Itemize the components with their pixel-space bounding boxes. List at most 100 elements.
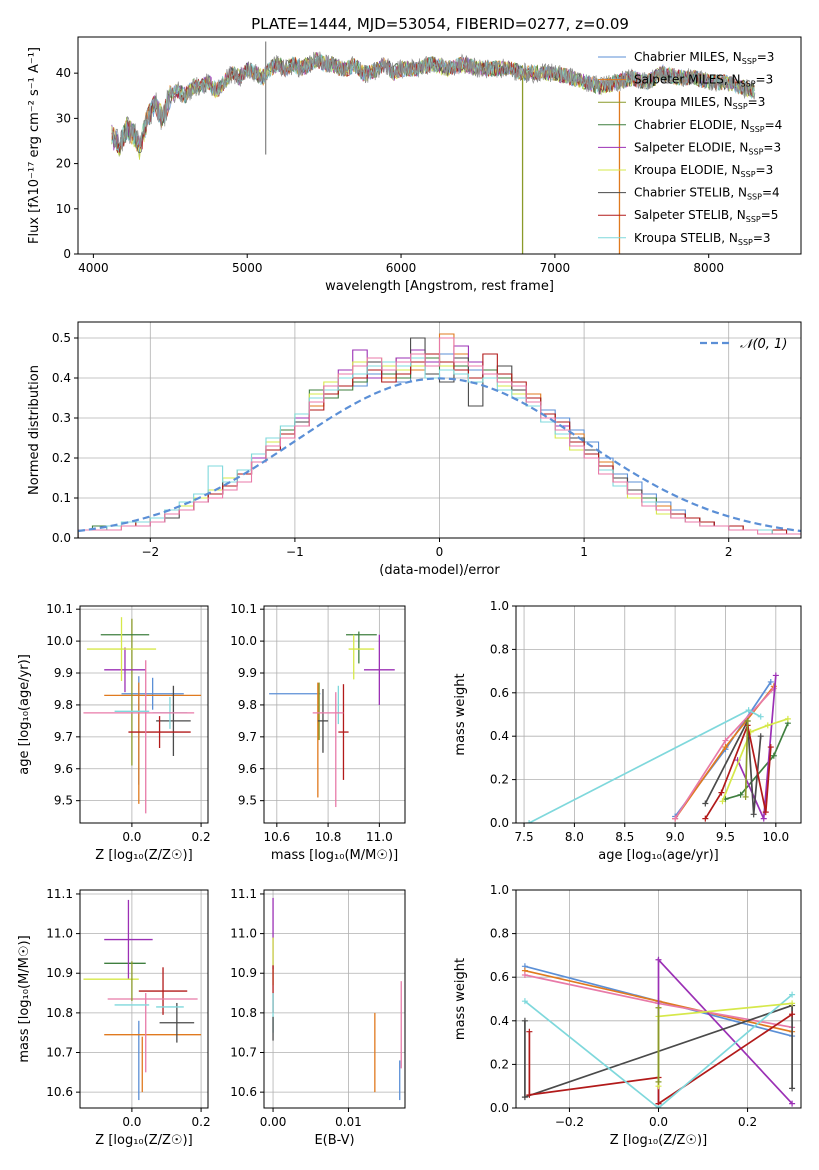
legend-label: Chabrier MILES, NSSP=3	[634, 50, 774, 66]
x-tick-label: 0.01	[335, 1115, 362, 1129]
y-tick-label: 9.8	[238, 698, 257, 712]
y-tick-label: 0.2	[490, 1057, 509, 1071]
weight-marker	[760, 815, 767, 822]
x-tick-label: 0.2	[192, 1115, 211, 1129]
y-axis-label: mass weight	[453, 958, 468, 1040]
weight-marker	[757, 713, 764, 720]
plot-frame	[79, 605, 209, 824]
observed-spectrum-line	[111, 51, 756, 152]
y-tick-label: 9.5	[54, 794, 73, 808]
legend-label: Chabrier ELODIE, NSSP=4	[634, 118, 782, 134]
x-tick-label: 5000	[232, 261, 263, 275]
y-tick-label: 0.1	[52, 491, 71, 505]
y-tick-label: 10.7	[46, 1046, 73, 1060]
legend-label: 𝒩(0, 1)	[740, 337, 787, 352]
weight-marker	[770, 752, 777, 759]
weight-marker	[521, 1094, 528, 1101]
legend-label: Salpeter STELIB, NSSP=5	[634, 208, 778, 224]
weight-marker	[521, 1017, 528, 1024]
x-tick-label: 0.0	[122, 1115, 141, 1129]
plot-frame	[515, 605, 802, 824]
y-tick-label: 10	[56, 202, 71, 216]
x-tick-label: 0.0	[649, 1115, 668, 1129]
x-axis-label: wavelength [Angstrom, rest frame]	[325, 279, 554, 294]
weight-marker	[789, 1100, 796, 1107]
y-axis-label: Flux [fλ10⁻¹⁷ erg cm⁻² s⁻¹ A⁻¹]	[27, 47, 42, 244]
x-axis-label: Z [log₁₀(Z/Z☉)]	[95, 848, 192, 863]
x-axis-label: E(B-V)	[314, 1133, 354, 1148]
y-tick-label: 20	[56, 157, 71, 171]
weight-marker	[767, 678, 774, 685]
weight-line	[721, 717, 789, 802]
x-tick-label: 10.8	[315, 830, 342, 844]
y-tick-label: 0.0	[490, 1101, 509, 1115]
y-axis-label: age [log₁₀(age/yr)]	[17, 654, 32, 775]
panel-age_vs_mass: 10.6 10.8 11.0 9.5 9.6 9.7 9.8 9.9 10.0 10.1 mass …	[230, 602, 406, 863]
weight-line	[704, 717, 762, 815]
panel-spectrum: Chabrier MILES, NSSP=3 Salpeter MILES, NS…	[27, 36, 802, 294]
weight-marker	[722, 744, 729, 751]
weight-marker	[521, 972, 528, 979]
y-tick-label: 9.7	[238, 730, 257, 744]
y-tick-label: 10.8	[46, 1006, 73, 1020]
y-tick-label: 10.9	[230, 966, 257, 980]
y-tick-label: 11.0	[46, 927, 73, 941]
weight-marker	[655, 1105, 662, 1108]
weight-line	[744, 720, 749, 798]
plot-area	[83, 617, 202, 814]
weight-marker	[655, 956, 662, 963]
panel-age_vs_Z: 0.0 0.2 9.5 9.6 9.7 9.8 9.9 10.0 10.1 Z [log₁₀(Z/…	[17, 602, 211, 863]
y-tick-label: 10.8	[230, 1006, 257, 1020]
x-tick-label: 10.0	[762, 830, 789, 844]
weight-marker	[772, 672, 779, 679]
y-tick-label: 9.9	[54, 666, 73, 680]
weight-marker	[767, 744, 774, 751]
y-tick-label: 10.1	[46, 602, 73, 616]
plot-area	[83, 899, 202, 1101]
plot-frame	[263, 605, 406, 824]
normal-curve	[78, 377, 801, 533]
y-tick-label: 10.0	[46, 634, 73, 648]
legend-label: Kroupa STELIB, NSSP=3	[634, 231, 771, 247]
weight-marker	[757, 733, 764, 740]
weight-marker	[789, 1000, 796, 1007]
weight-marker	[789, 1011, 796, 1018]
y-tick-label: 11.1	[230, 887, 257, 901]
legend-label: Chabrier STELIB, NSSP=4	[634, 186, 780, 202]
x-tick-label: 4000	[78, 261, 109, 275]
weight-line	[524, 993, 793, 1108]
y-tick-label: 9.6	[54, 762, 73, 776]
plot-area	[526, 672, 791, 823]
y-tick-label: 0.4	[52, 371, 71, 385]
plot-area	[272, 897, 402, 1101]
weight-marker	[789, 1085, 796, 1092]
y-tick-label: 0.8	[490, 927, 509, 941]
plot-area	[78, 333, 801, 538]
y-tick-label: 9.6	[238, 762, 257, 776]
weight-marker	[702, 800, 709, 807]
x-axis-label: Z [log₁₀(Z/Z☉)]	[95, 1133, 192, 1148]
weight-marker	[789, 991, 796, 998]
weight-marker	[742, 793, 749, 800]
weight-marker	[750, 811, 757, 818]
plot-area	[521, 956, 796, 1108]
y-tick-label: 0.0	[490, 816, 509, 830]
y-tick-label: 0.2	[490, 773, 509, 787]
y-tick-label: 0.5	[52, 331, 71, 345]
weight-marker	[744, 718, 751, 725]
panel-mass_vs_Z: 0.0 0.2 10.6 10.7 10.8 10.9 11.0 11.1 Z [log₁₀(Z…	[17, 887, 211, 1148]
x-axis-label: mass [log₁₀(M/M☉)]	[271, 848, 398, 863]
plot-area	[111, 41, 756, 254]
weight-marker	[672, 815, 679, 822]
y-axis-label: mass [log₁₀(M/M☉)]	[17, 935, 32, 1062]
model-spectrum-line	[111, 52, 755, 161]
y-tick-label: 0.0	[52, 531, 71, 545]
x-tick-label: 2	[725, 545, 733, 559]
y-tick-label: 9.5	[238, 794, 257, 808]
y-tick-label: 10.6	[46, 1085, 73, 1099]
legend-label: Salpeter MILES, NSSP=3	[634, 73, 773, 89]
weight-marker	[737, 791, 744, 798]
y-tick-label: 0.6	[490, 970, 509, 984]
x-tick-label: 7.5	[515, 830, 534, 844]
